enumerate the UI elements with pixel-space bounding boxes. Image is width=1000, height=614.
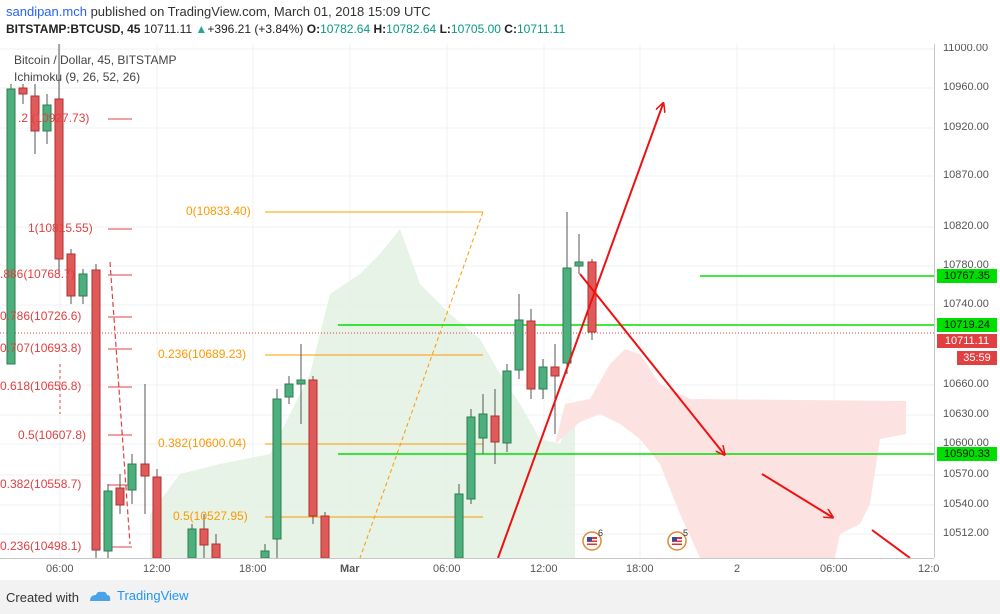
bar-countdown: 35:59 [957, 351, 997, 365]
us-flag-event-icon[interactable]: 6 [582, 528, 604, 551]
us-flag-event-icon[interactable]: 5 [667, 528, 689, 551]
time-tick: 18:00 [626, 563, 654, 575]
open-label: O: [306, 22, 321, 36]
fib-orange-lines [265, 211, 483, 518]
published-text: published on TradingView.com, March 01, … [86, 4, 431, 19]
level-price-label: 10719.24 [937, 318, 997, 332]
last-price-label: 10711.11 [937, 334, 997, 348]
close-value: 10711.11 [516, 22, 566, 36]
fib-orange-label: 0(10833.40) [186, 204, 251, 218]
fib-red-label: 0.5(10607.8) [18, 428, 87, 442]
last-price: 10711.11 [143, 22, 193, 36]
fib-orange-label: 0.382(10600.04) [158, 436, 247, 450]
time-tick: 18:00 [239, 563, 267, 575]
ohlc-line: BITSTAMP:BTCUSD, 45 10711.11 ▲+396.21 (+… [6, 22, 565, 36]
author-link[interactable]: sandipan.mch [6, 4, 87, 19]
open-value: 10782.64 [320, 22, 371, 36]
chart-header: sandipan.mch published on TradingView.co… [0, 0, 1000, 44]
indicator-label[interactable]: Ichimoku (9, 26, 52, 26) [14, 70, 141, 84]
fib-red-label: 0.618(10656.8) [0, 379, 82, 393]
time-axis[interactable]: 06:00 12:00 18:00 Mar 06:00 12:00 18:00 … [0, 558, 939, 581]
fib-red-label: 0.786(10726.6) [0, 309, 82, 323]
triangle-up-icon: ▲ [195, 22, 208, 36]
symbol-label: BITSTAMP:BTCUSD, 45 [6, 22, 141, 36]
low-value: 10705.00 [450, 22, 501, 36]
fib-trend-orange [359, 211, 484, 558]
price-tick: 10660.00 [943, 378, 989, 390]
price-tick: 10630.00 [943, 408, 989, 420]
time-tick: 2 [734, 563, 741, 575]
price-tick: 10540.00 [943, 498, 989, 510]
fib-orange-label: 0.236(10689.23) [158, 347, 247, 361]
time-tick: 06:00 [46, 563, 74, 575]
high-label: H: [373, 22, 387, 36]
fib-red-label: 1(10815.55) [28, 221, 93, 235]
fib-trend-red [109, 261, 131, 545]
close-label: C: [504, 22, 517, 36]
price-tick: 10512.00 [943, 527, 989, 539]
price-tick: 10870.00 [943, 169, 989, 181]
fib-orange-label: 0.5(10527.95) [173, 509, 248, 523]
time-tick: 12:0 [918, 563, 940, 575]
fib-red-label: .886(10768.7) [0, 267, 75, 281]
price-tick: 10570.00 [943, 468, 989, 480]
tradingview-logo-icon [90, 591, 111, 601]
time-tick: 06:00 [820, 563, 848, 575]
level-price-label: 10767.35 [937, 269, 997, 283]
change-value: +396.21 (+3.84%) [207, 22, 304, 36]
time-tick: 12:00 [143, 563, 171, 575]
time-tick: 06:00 [433, 563, 461, 575]
publish-line: sandipan.mch published on TradingView.co… [6, 4, 431, 19]
chart-svg [0, 44, 934, 558]
price-tick: 10820.00 [943, 220, 989, 232]
event-count: 5 [683, 528, 689, 538]
tradingview-link[interactable]: TradingView [88, 588, 189, 603]
fib-red-label: .2 (10927.73) [18, 111, 90, 125]
price-tick: 11000.00 [943, 42, 989, 54]
level-price-label: 10590.33 [937, 447, 997, 461]
low-label: L: [439, 22, 451, 36]
projection-arrows [497, 104, 911, 558]
horizontal-levels [338, 275, 934, 455]
time-tick: Mar [340, 563, 360, 575]
chart-title: Bitcoin / Dollar, 45, BITSTAMP [14, 53, 177, 67]
time-tick: 12:00 [530, 563, 558, 575]
event-count: 6 [598, 528, 604, 538]
created-with-text: Created with [6, 590, 79, 605]
price-axis[interactable]: 11000.00 10960.00 10920.00 10870.00 1082… [935, 42, 1000, 558]
price-tick: 10780.00 [943, 259, 989, 271]
price-tick: 10740.00 [943, 298, 989, 310]
fib-red-label: 0.707(10693.8) [0, 341, 82, 355]
fib-red-label: 0.236(10498.1) [0, 539, 82, 553]
chart-canvas[interactable]: Bitcoin / Dollar, 45, BITSTAMP Ichimoku … [0, 44, 935, 558]
high-value: 10782.64 [386, 22, 437, 36]
price-tick: 10920.00 [943, 121, 989, 133]
price-tick: 10600.00 [943, 437, 989, 449]
price-tick: 10960.00 [943, 81, 989, 93]
footer: Created with TradingView [0, 580, 1000, 614]
candlesticks [6, 44, 597, 558]
brand-label: TradingView [117, 588, 189, 603]
fib-red-label: 0.382(10558.7) [0, 477, 82, 491]
